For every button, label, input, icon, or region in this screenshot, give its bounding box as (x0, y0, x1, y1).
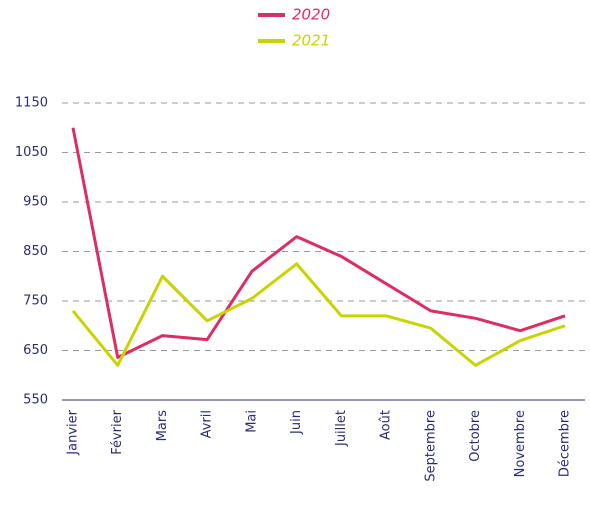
x-tick-label: Juillet (334, 410, 349, 447)
x-tick-label: Février (110, 409, 125, 454)
series-line (71, 262, 566, 367)
x-tick-label: Décembre (558, 410, 573, 477)
y-tick-label: 850 (23, 244, 48, 259)
x-tick-label: Août (379, 410, 394, 440)
y-tick-label: 750 (23, 294, 48, 309)
y-tick-label: 650 (23, 343, 48, 358)
y-tick-label: 1050 (15, 145, 48, 160)
y-tick-label: 950 (23, 195, 48, 210)
x-tick-label: Septembre (423, 410, 438, 482)
x-tick-label: Mars (155, 410, 170, 442)
x-tick-label: Octobre (468, 410, 483, 462)
x-tick-label: Juin (289, 410, 304, 435)
series-line (71, 127, 566, 359)
x-tick-label: Mai (244, 410, 259, 433)
x-tick-label: Avril (200, 410, 215, 438)
legend-label: 2021 (292, 32, 330, 50)
y-tick-label: 1150 (15, 96, 48, 111)
legend-label: 2020 (292, 6, 330, 24)
y-tick-label: 550 (23, 393, 48, 408)
x-tick-label: Novembre (513, 410, 528, 477)
x-tick-label: Janvier (66, 409, 81, 455)
